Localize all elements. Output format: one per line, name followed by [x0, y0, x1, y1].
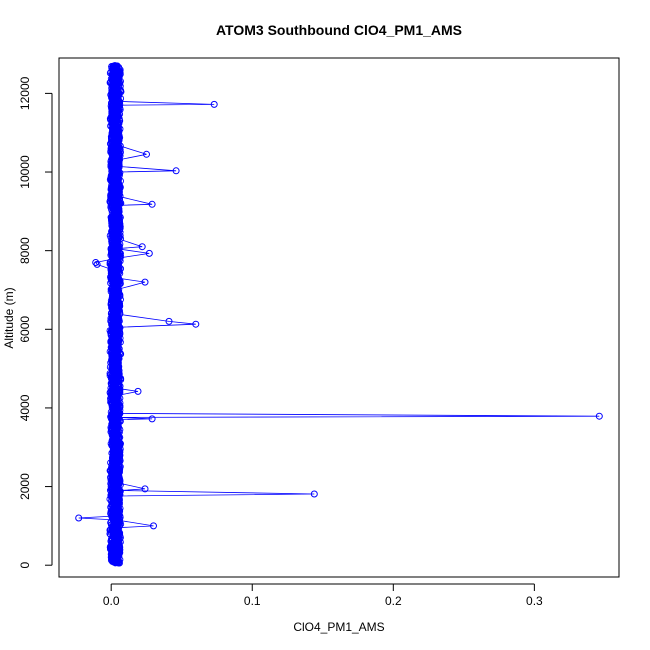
x-axis: 0.0 0.1 0.2 0.3: [103, 583, 543, 608]
x-axis-label: ClO4_PM1_AMS: [293, 620, 384, 634]
chart-title: ATOM3 Southbound ClO4_PM1_AMS: [216, 22, 462, 38]
x-tick-label: 0.1: [244, 594, 261, 608]
y-tick-label: 6000: [18, 316, 32, 343]
y-tick-label: 10000: [18, 155, 32, 189]
y-tick-label: 12000: [18, 76, 32, 110]
y-axis-label: Altitude (m): [2, 287, 16, 348]
x-tick-label: 0.3: [526, 594, 543, 608]
x-tick-label: 0.0: [103, 594, 120, 608]
y-tick-label: 4000: [18, 394, 32, 421]
y-tick-label: 2000: [18, 473, 32, 500]
y-tick-label: 0: [18, 562, 32, 569]
x-tick-label: 0.2: [385, 594, 402, 608]
y-axis: 0 2000 4000 6000 8000 10000 12000: [18, 76, 53, 569]
y-tick-label: 8000: [18, 237, 32, 264]
